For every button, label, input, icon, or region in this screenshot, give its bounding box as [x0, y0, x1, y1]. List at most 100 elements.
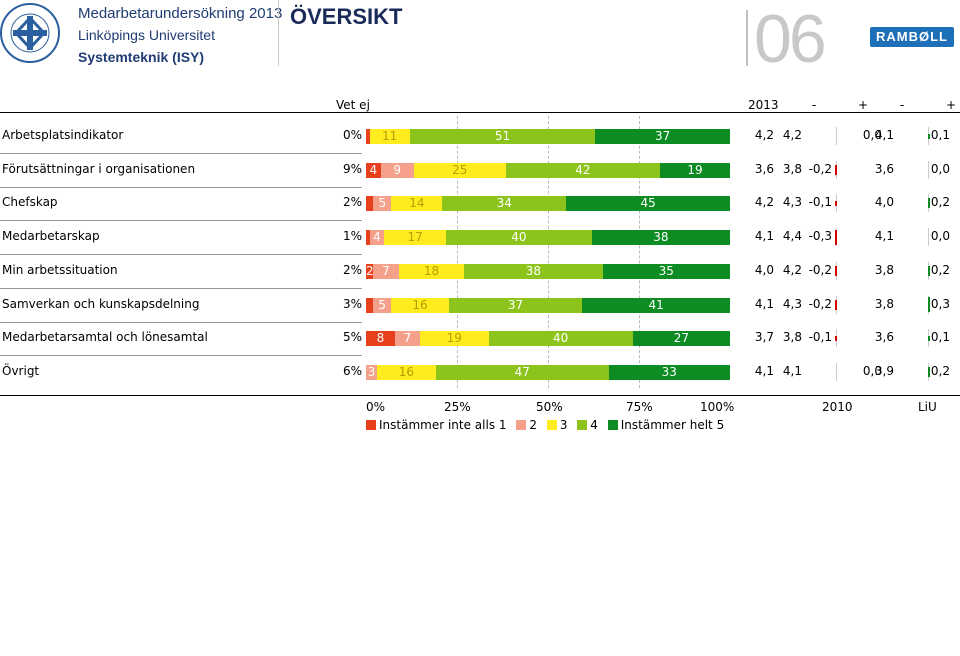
- mean-2010: 3,8: [782, 161, 802, 176]
- mean-2013: 4,2: [754, 128, 774, 142]
- legend-swatch-5: [607, 420, 618, 430]
- mean-2010: 4,3: [782, 296, 802, 311]
- legend: Instämmer inte alls 1 2 3 4 Instämmer he…: [366, 418, 724, 432]
- diff-liu: 0,2: [930, 363, 950, 378]
- bar-segment-2: 9: [380, 162, 414, 178]
- bar-segment-1: [366, 230, 370, 246]
- mean-2013: 4,1: [754, 229, 774, 244]
- row-label: Min arbetssituation: [2, 262, 118, 277]
- legend-label-5: Instämmer helt 5: [620, 418, 725, 432]
- bar-segment-4: 51: [409, 129, 596, 144]
- bar-segment-1: 2: [366, 263, 374, 279]
- mean-liu: 4,0: [874, 195, 894, 210]
- bar-segment-5: 45: [566, 196, 730, 212]
- minus-header-liu: -: [900, 98, 905, 112]
- bar-segment-5: 27: [632, 331, 730, 347]
- bar-segment-4: 38: [464, 263, 603, 279]
- survey-title: Medarbetarundersökning 2013: [78, 5, 283, 22]
- page-number-divider: [746, 10, 748, 66]
- vet-ej-value: 5%: [342, 330, 362, 345]
- bar-segment-1: [366, 196, 374, 212]
- diff-liu: 0,1: [930, 128, 950, 142]
- diff-2010: -0,1: [808, 195, 832, 210]
- mean-2013: 4,1: [754, 296, 774, 311]
- bar-segment-2: 5: [373, 297, 392, 313]
- diff-liu: 0,1: [930, 330, 950, 345]
- diff-bar-2010: [835, 335, 837, 341]
- page-number: 06: [754, 1, 827, 77]
- row-label: Medarbetarsamtal och lönesamtal: [2, 330, 208, 345]
- gridline: [548, 116, 549, 388]
- row-separator: [0, 254, 362, 256]
- diff-2010: -0,3: [808, 229, 832, 244]
- x-tick-label: 25%: [444, 400, 471, 414]
- diff-liu: 0,2: [930, 262, 950, 277]
- row-label: Övrigt: [2, 363, 40, 378]
- diff-liu: 0,2: [930, 195, 950, 210]
- vet-ej-value: 2%: [342, 262, 362, 277]
- row-label: Förutsättningar i organisationen: [2, 161, 196, 176]
- bar-segment-4: 42: [505, 162, 661, 178]
- zero-line-liu: [928, 160, 929, 179]
- gridline: [639, 116, 640, 388]
- row-separator: [0, 153, 362, 154]
- legend-label-4: 4: [590, 418, 598, 432]
- mean-2010: 4,4: [782, 229, 802, 244]
- bar-segment-3: 16: [391, 297, 449, 313]
- row-separator: [0, 220, 362, 222]
- diff-bar-liu: [928, 198, 930, 209]
- page-title: ÖVERSIKT: [290, 4, 403, 29]
- bar-segment-3: 14: [391, 196, 443, 212]
- mean-2013: 4,2: [754, 195, 774, 210]
- university-name: Linköpings Universitet: [78, 27, 215, 43]
- diff-bar-liu: [928, 133, 930, 139]
- row-separator: [0, 355, 362, 357]
- bar-segment-5: 37: [595, 129, 730, 144]
- x-tick-label: 0%: [366, 400, 386, 414]
- diff-bar-liu: [928, 335, 930, 341]
- plus-header-2010: +: [858, 98, 869, 112]
- bar-segment-3: 17: [384, 230, 447, 246]
- diff-bar-2010: [835, 299, 837, 310]
- bar-segment-3: 19: [420, 331, 489, 347]
- bar-segment-1: [366, 297, 374, 313]
- zero-line-2010: [836, 362, 837, 381]
- vet-ej-value: 3%: [342, 296, 362, 311]
- bar-segment-4: 37: [448, 297, 583, 313]
- diff-bar-2010: [835, 265, 837, 276]
- bar-segment-4: 34: [442, 196, 567, 212]
- legend-swatch-2: [516, 420, 527, 430]
- diff-bar-liu: [928, 265, 930, 276]
- mean-2010: 3,8: [782, 330, 802, 345]
- zero-line-2010: [836, 127, 837, 145]
- mean-liu: 3,6: [874, 161, 894, 176]
- mean-2010: 4,1: [782, 363, 802, 378]
- bar-segment-2: 4: [369, 230, 385, 246]
- bar-segment-1: 4: [366, 162, 381, 178]
- diff-2010: 0,0: [862, 363, 882, 378]
- zero-line-liu: [928, 228, 929, 247]
- mean-2013: 3,6: [754, 161, 774, 176]
- diff-2010: -0,1: [808, 330, 832, 345]
- mean-2010: 4,2: [782, 262, 802, 277]
- diff-liu: 0,0: [930, 229, 950, 244]
- bar-segment-5: 41: [582, 297, 730, 313]
- plus-header-liu: +: [946, 98, 957, 112]
- vet-ej-value: 9%: [342, 161, 362, 176]
- compare-2010-label: 2010: [822, 400, 853, 414]
- mean-2013: 3,7: [754, 330, 774, 345]
- bar-segment-5: 33: [608, 364, 730, 380]
- diff-liu: 0,3: [930, 296, 950, 311]
- gridline: [457, 116, 458, 388]
- bar-segment-1: [366, 129, 370, 144]
- legend-label-3: 3: [559, 418, 568, 432]
- legend-swatch-3: [546, 420, 557, 430]
- bar-segment-2: 7: [373, 263, 399, 279]
- diff-liu: 0,0: [930, 161, 950, 176]
- vet-ej-value: 1%: [342, 229, 362, 244]
- diff-bar-2010: [835, 229, 837, 245]
- legend-label-2: 2: [529, 418, 537, 432]
- mean-liu: 3,8: [874, 262, 894, 277]
- x-tick-label: 75%: [626, 400, 653, 414]
- bar-segment-5: 35: [602, 263, 730, 279]
